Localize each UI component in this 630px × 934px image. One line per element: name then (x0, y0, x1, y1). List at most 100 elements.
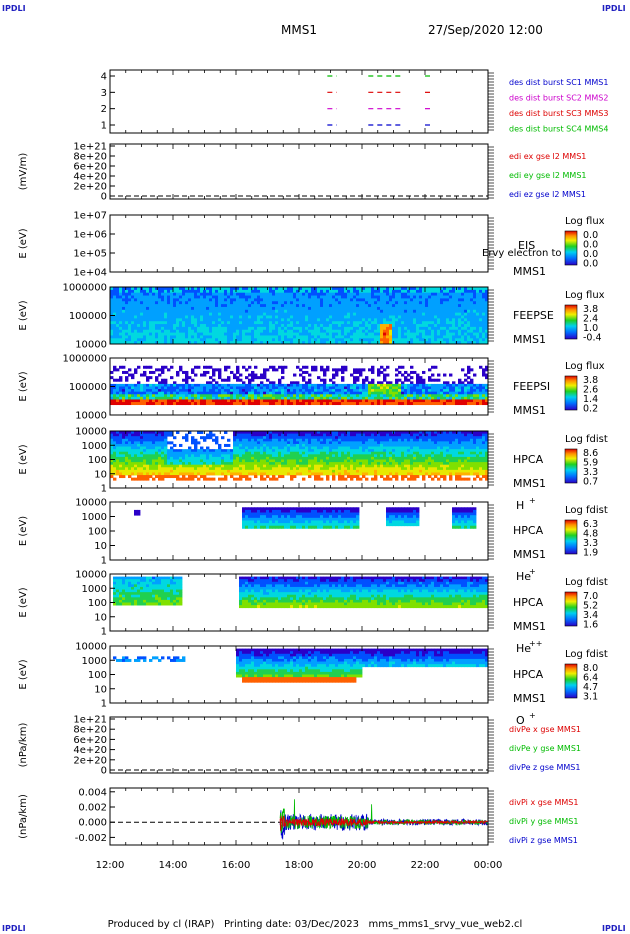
feeps_i-cell (212, 389, 216, 393)
feeps_i-cell (194, 389, 198, 393)
feeps_i-cell (344, 394, 348, 398)
hpca_h-cell (149, 446, 153, 450)
feeps_i-cell (239, 399, 243, 403)
feeps_i-cell (368, 394, 372, 398)
feeps_e-cell (455, 289, 459, 294)
feeps_i-cell (146, 378, 150, 382)
feeps_i-cell (467, 396, 471, 400)
feeps_e-cell (215, 326, 219, 331)
feeps_e-cell (248, 295, 252, 299)
feeps_i-cell (173, 391, 177, 395)
feeps_i-cell (143, 386, 147, 390)
feeps_e-cell (467, 289, 471, 294)
feeps_e-cell (386, 312, 390, 316)
feeps_e-cell (122, 324, 126, 328)
feeps_e-cell (446, 298, 450, 302)
feeps_i-cell (380, 402, 384, 406)
hpca_h-cell (221, 472, 225, 476)
feeps_i-cell (371, 381, 375, 385)
feeps_e-cell (401, 332, 405, 336)
feeps_e-cell (461, 306, 465, 311)
feeps_e-cell (458, 295, 462, 299)
feeps_i-cell (242, 394, 246, 398)
feeps_i-cell (251, 386, 255, 390)
hpca_h-cell (206, 462, 210, 466)
feeps_e-cell (320, 289, 324, 294)
feeps_e-cell (410, 289, 414, 294)
hpca_h-cell (116, 433, 120, 437)
feeps_e-cell (389, 298, 393, 302)
feeps_e-cell (353, 312, 357, 316)
feeps_i-cell (395, 368, 399, 372)
feeps_e-cell (128, 289, 132, 294)
feeps_i-cell (302, 402, 306, 406)
hpca_h-cell (131, 446, 135, 450)
feeps_i-cell (386, 389, 390, 393)
feeps_e-cell (458, 309, 462, 314)
feeps_e-cell (371, 289, 375, 294)
hpca_h-cell (158, 438, 162, 442)
feeps_i-cell (275, 399, 279, 403)
feeps_e-cell (257, 295, 261, 299)
feeps_i-cell (482, 389, 486, 393)
feeps_i-cell (200, 373, 204, 377)
feeps_i-cell (203, 386, 207, 390)
feeps_e-cell (245, 335, 249, 339)
feeps_e-cell (125, 329, 129, 333)
feeps_i-cell (143, 402, 147, 406)
hpca_h-cell (230, 454, 234, 458)
feeps_e-cell (365, 341, 369, 345)
hpca_h-cell (158, 446, 162, 450)
feeps_e-cell (218, 329, 222, 333)
feeps_i-cell (377, 399, 381, 403)
feeps_e-cell (479, 309, 483, 314)
edi-legend-1: edi ey gse l2 MMS1 (509, 171, 587, 180)
feeps_e-cell (458, 338, 462, 342)
feeps_i-cell (143, 373, 147, 377)
hpca_h-cell (152, 472, 156, 476)
hpca_h-cell (182, 462, 186, 466)
feeps_e-cell (452, 326, 456, 331)
feeps_e-cell (191, 309, 195, 314)
feeps_e-cell (473, 292, 477, 296)
feeps_e-cell (383, 309, 387, 314)
feeps_e-cell (365, 318, 369, 322)
feeps_i-cell (245, 383, 249, 387)
feeps_e-cell (290, 287, 294, 291)
feeps_e-cell (461, 315, 465, 319)
hpca_h-cell (203, 456, 207, 460)
feeps_e-cell (263, 326, 267, 331)
feeps_i-cell (431, 399, 435, 403)
hpca_h-cell (158, 469, 162, 473)
feeps_e-cell (359, 338, 363, 342)
feeps_e-cell (374, 329, 378, 333)
feeps_i-cell (290, 391, 294, 395)
hpca_h-cell (230, 464, 234, 468)
feeps_e-cell (287, 335, 291, 339)
feeps_e-cell (182, 312, 186, 316)
feeps_e-cell (377, 298, 381, 302)
feeps_i-cell (191, 396, 195, 400)
feeps_e-cell (158, 309, 162, 314)
feeps_e-cell (368, 304, 372, 308)
feeps_e-cell (239, 309, 243, 314)
hpca_h-cell (155, 443, 159, 447)
feeps_e-cell (116, 292, 120, 296)
feeps_e-cell (350, 324, 354, 328)
feeps_i-cell (356, 399, 360, 403)
feeps_e-cell (122, 315, 126, 319)
feeps_e-cell (110, 298, 114, 302)
feeps_i-cell (419, 391, 423, 395)
feeps_e-cell (413, 289, 417, 294)
feeps_e-cell (137, 315, 141, 319)
feeps_i-cell (185, 391, 189, 395)
feeps_e-cell (431, 287, 435, 291)
feeps_i-cell (260, 389, 264, 393)
feeps_e-cell (464, 289, 468, 294)
feeps_e-cell (455, 298, 459, 302)
feeps_e-cell (311, 324, 315, 328)
feeps_e-cell (383, 338, 387, 342)
feeps_e-cell (218, 292, 222, 296)
feeps_i-cell (299, 368, 303, 372)
feeps_i-cell (485, 365, 489, 369)
